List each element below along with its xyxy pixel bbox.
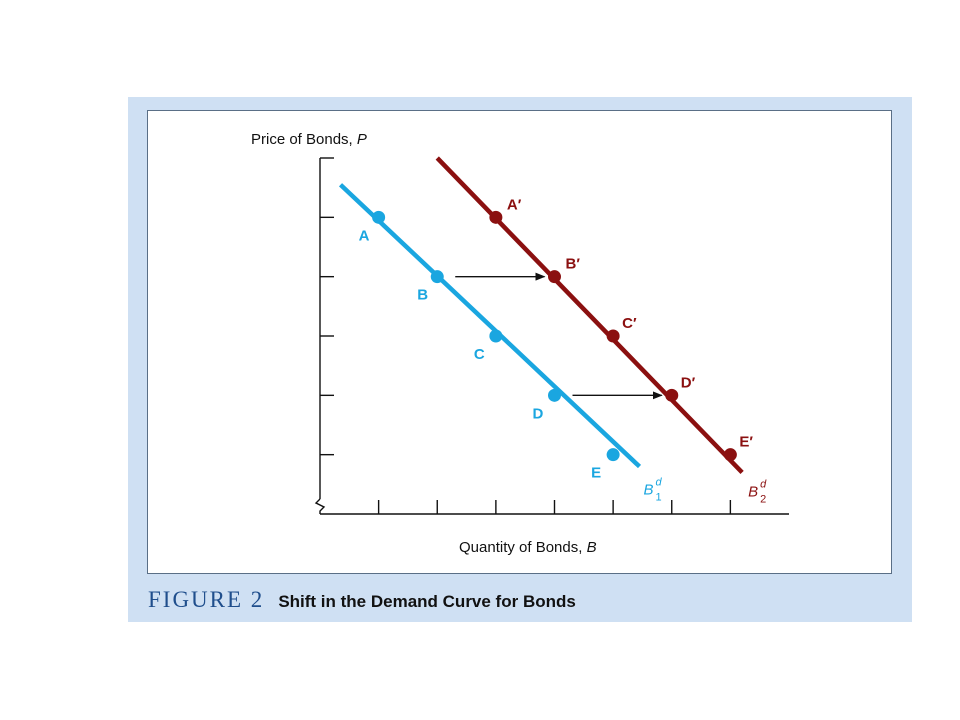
curve-label-1: B bbox=[644, 482, 654, 499]
curve-label-1-sub: 1 bbox=[656, 492, 662, 504]
x-axis-title-var: B bbox=[587, 539, 597, 556]
y-axis-title-var: P bbox=[357, 131, 367, 148]
x-axis-title-text: Quantity of Bonds, bbox=[459, 539, 587, 556]
point-label-1-4: D bbox=[533, 405, 544, 422]
figure-panel: Price of Bonds, P Quantity of Bonds, B A B C… bbox=[128, 97, 912, 622]
point-1-5 bbox=[606, 448, 620, 462]
y-axis-break bbox=[314, 498, 326, 514]
point-1-1 bbox=[372, 210, 386, 224]
y-axis-title: Price of Bonds, P bbox=[251, 131, 367, 148]
demand-curve-1-line bbox=[338, 183, 642, 469]
point-2-2 bbox=[548, 270, 561, 284]
point-2-5 bbox=[723, 448, 737, 462]
point-1-4 bbox=[548, 388, 561, 402]
point-2-3 bbox=[606, 329, 620, 343]
demand-curve-2-line bbox=[435, 156, 744, 475]
point-label-1-5: E bbox=[591, 465, 601, 482]
curve-label-2: B bbox=[748, 483, 758, 500]
figure-caption: FIGURE 2 Shift in the Demand Curve for B… bbox=[148, 587, 576, 617]
figure-number: FIGURE 2 bbox=[148, 587, 265, 612]
point-1-3 bbox=[489, 329, 503, 343]
demand-shift-chart: Price of Bonds, P Quantity of Bonds, B A B C… bbox=[251, 131, 789, 556]
point-label-2-3: C′ bbox=[622, 315, 637, 332]
point-label-1-2: B bbox=[417, 287, 428, 304]
point-1-2 bbox=[430, 270, 444, 284]
x-axis-title: Quantity of Bonds, B bbox=[459, 539, 597, 556]
chart-box: Price of Bonds, P Quantity of Bonds, B A B C… bbox=[147, 110, 892, 574]
point-label-1-3: C bbox=[474, 346, 485, 363]
point-2-1 bbox=[489, 210, 503, 224]
point-label-2-5: E′ bbox=[739, 434, 753, 451]
figure-title: Shift in the Demand Curve for Bonds bbox=[278, 592, 576, 611]
point-2-4 bbox=[665, 388, 679, 402]
curve-label-1-sup: d bbox=[656, 477, 663, 489]
point-label-1-1: A bbox=[359, 227, 370, 244]
point-label-2-4: D′ bbox=[681, 374, 696, 391]
curve-label-2-sub: 2 bbox=[760, 493, 766, 505]
curve-label-2-sup: d bbox=[760, 478, 767, 490]
y-axis-title-text: Price of Bonds, bbox=[251, 131, 357, 148]
point-label-2-2: B′ bbox=[566, 256, 581, 273]
point-label-2-1: A′ bbox=[507, 196, 522, 213]
